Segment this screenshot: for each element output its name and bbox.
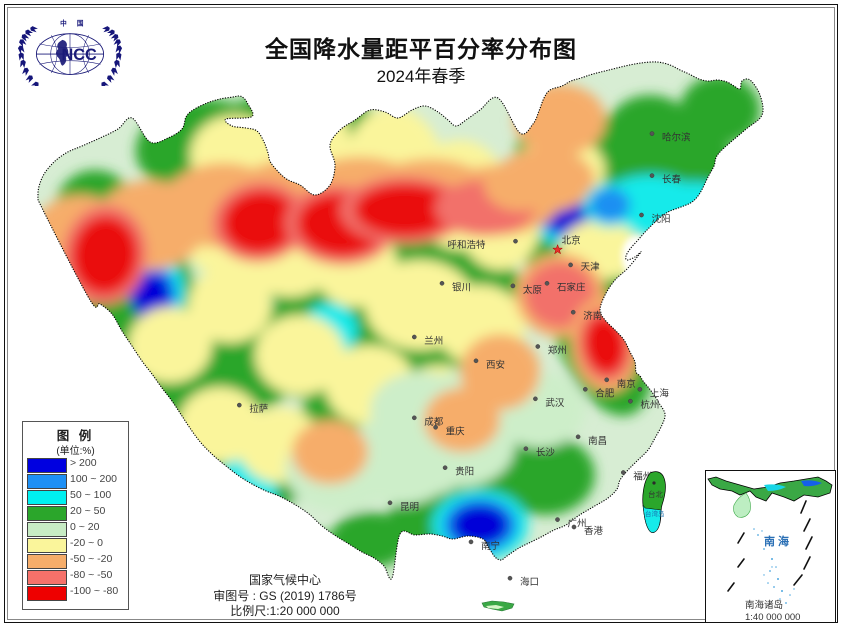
svg-text:海口: 海口 xyxy=(520,576,539,588)
svg-text:合肥: 合肥 xyxy=(595,387,615,399)
svg-text:哈尔滨: 哈尔滨 xyxy=(662,132,691,144)
svg-text:南京: 南京 xyxy=(617,378,636,390)
svg-text:银川: 银川 xyxy=(452,281,471,293)
svg-text:南宁: 南宁 xyxy=(481,540,500,552)
svg-text:石家庄: 石家庄 xyxy=(557,281,586,293)
svg-text:南 海: 南 海 xyxy=(764,534,789,548)
svg-text:昆明: 昆明 xyxy=(400,502,419,513)
svg-text:贵阳: 贵阳 xyxy=(455,466,474,478)
svg-text:沈阳: 沈阳 xyxy=(652,213,671,225)
svg-text:南昌: 南昌 xyxy=(588,435,607,447)
svg-text:西安: 西安 xyxy=(486,359,505,371)
svg-text:香港: 香港 xyxy=(584,525,604,537)
svg-text:长沙: 长沙 xyxy=(536,447,556,459)
svg-text:长春: 长春 xyxy=(662,174,682,186)
svg-text:郑州: 郑州 xyxy=(548,345,567,357)
svg-text:上海: 上海 xyxy=(650,387,670,399)
svg-text:重庆: 重庆 xyxy=(446,425,466,437)
svg-text:台北: 台北 xyxy=(648,489,663,499)
svg-text:杭州: 杭州 xyxy=(640,399,659,411)
svg-text:北京: 北京 xyxy=(562,235,581,247)
svg-text:太原: 太原 xyxy=(523,284,542,296)
svg-text:拉萨: 拉萨 xyxy=(249,403,269,415)
svg-text:天津: 天津 xyxy=(581,262,601,273)
svg-text:兰州: 兰州 xyxy=(424,335,443,347)
svg-text:呼和浩特: 呼和浩特 xyxy=(448,239,487,251)
svg-text:台湾岛: 台湾岛 xyxy=(645,509,665,518)
svg-text:济南: 济南 xyxy=(583,310,602,322)
svg-text:武汉: 武汉 xyxy=(545,397,565,409)
